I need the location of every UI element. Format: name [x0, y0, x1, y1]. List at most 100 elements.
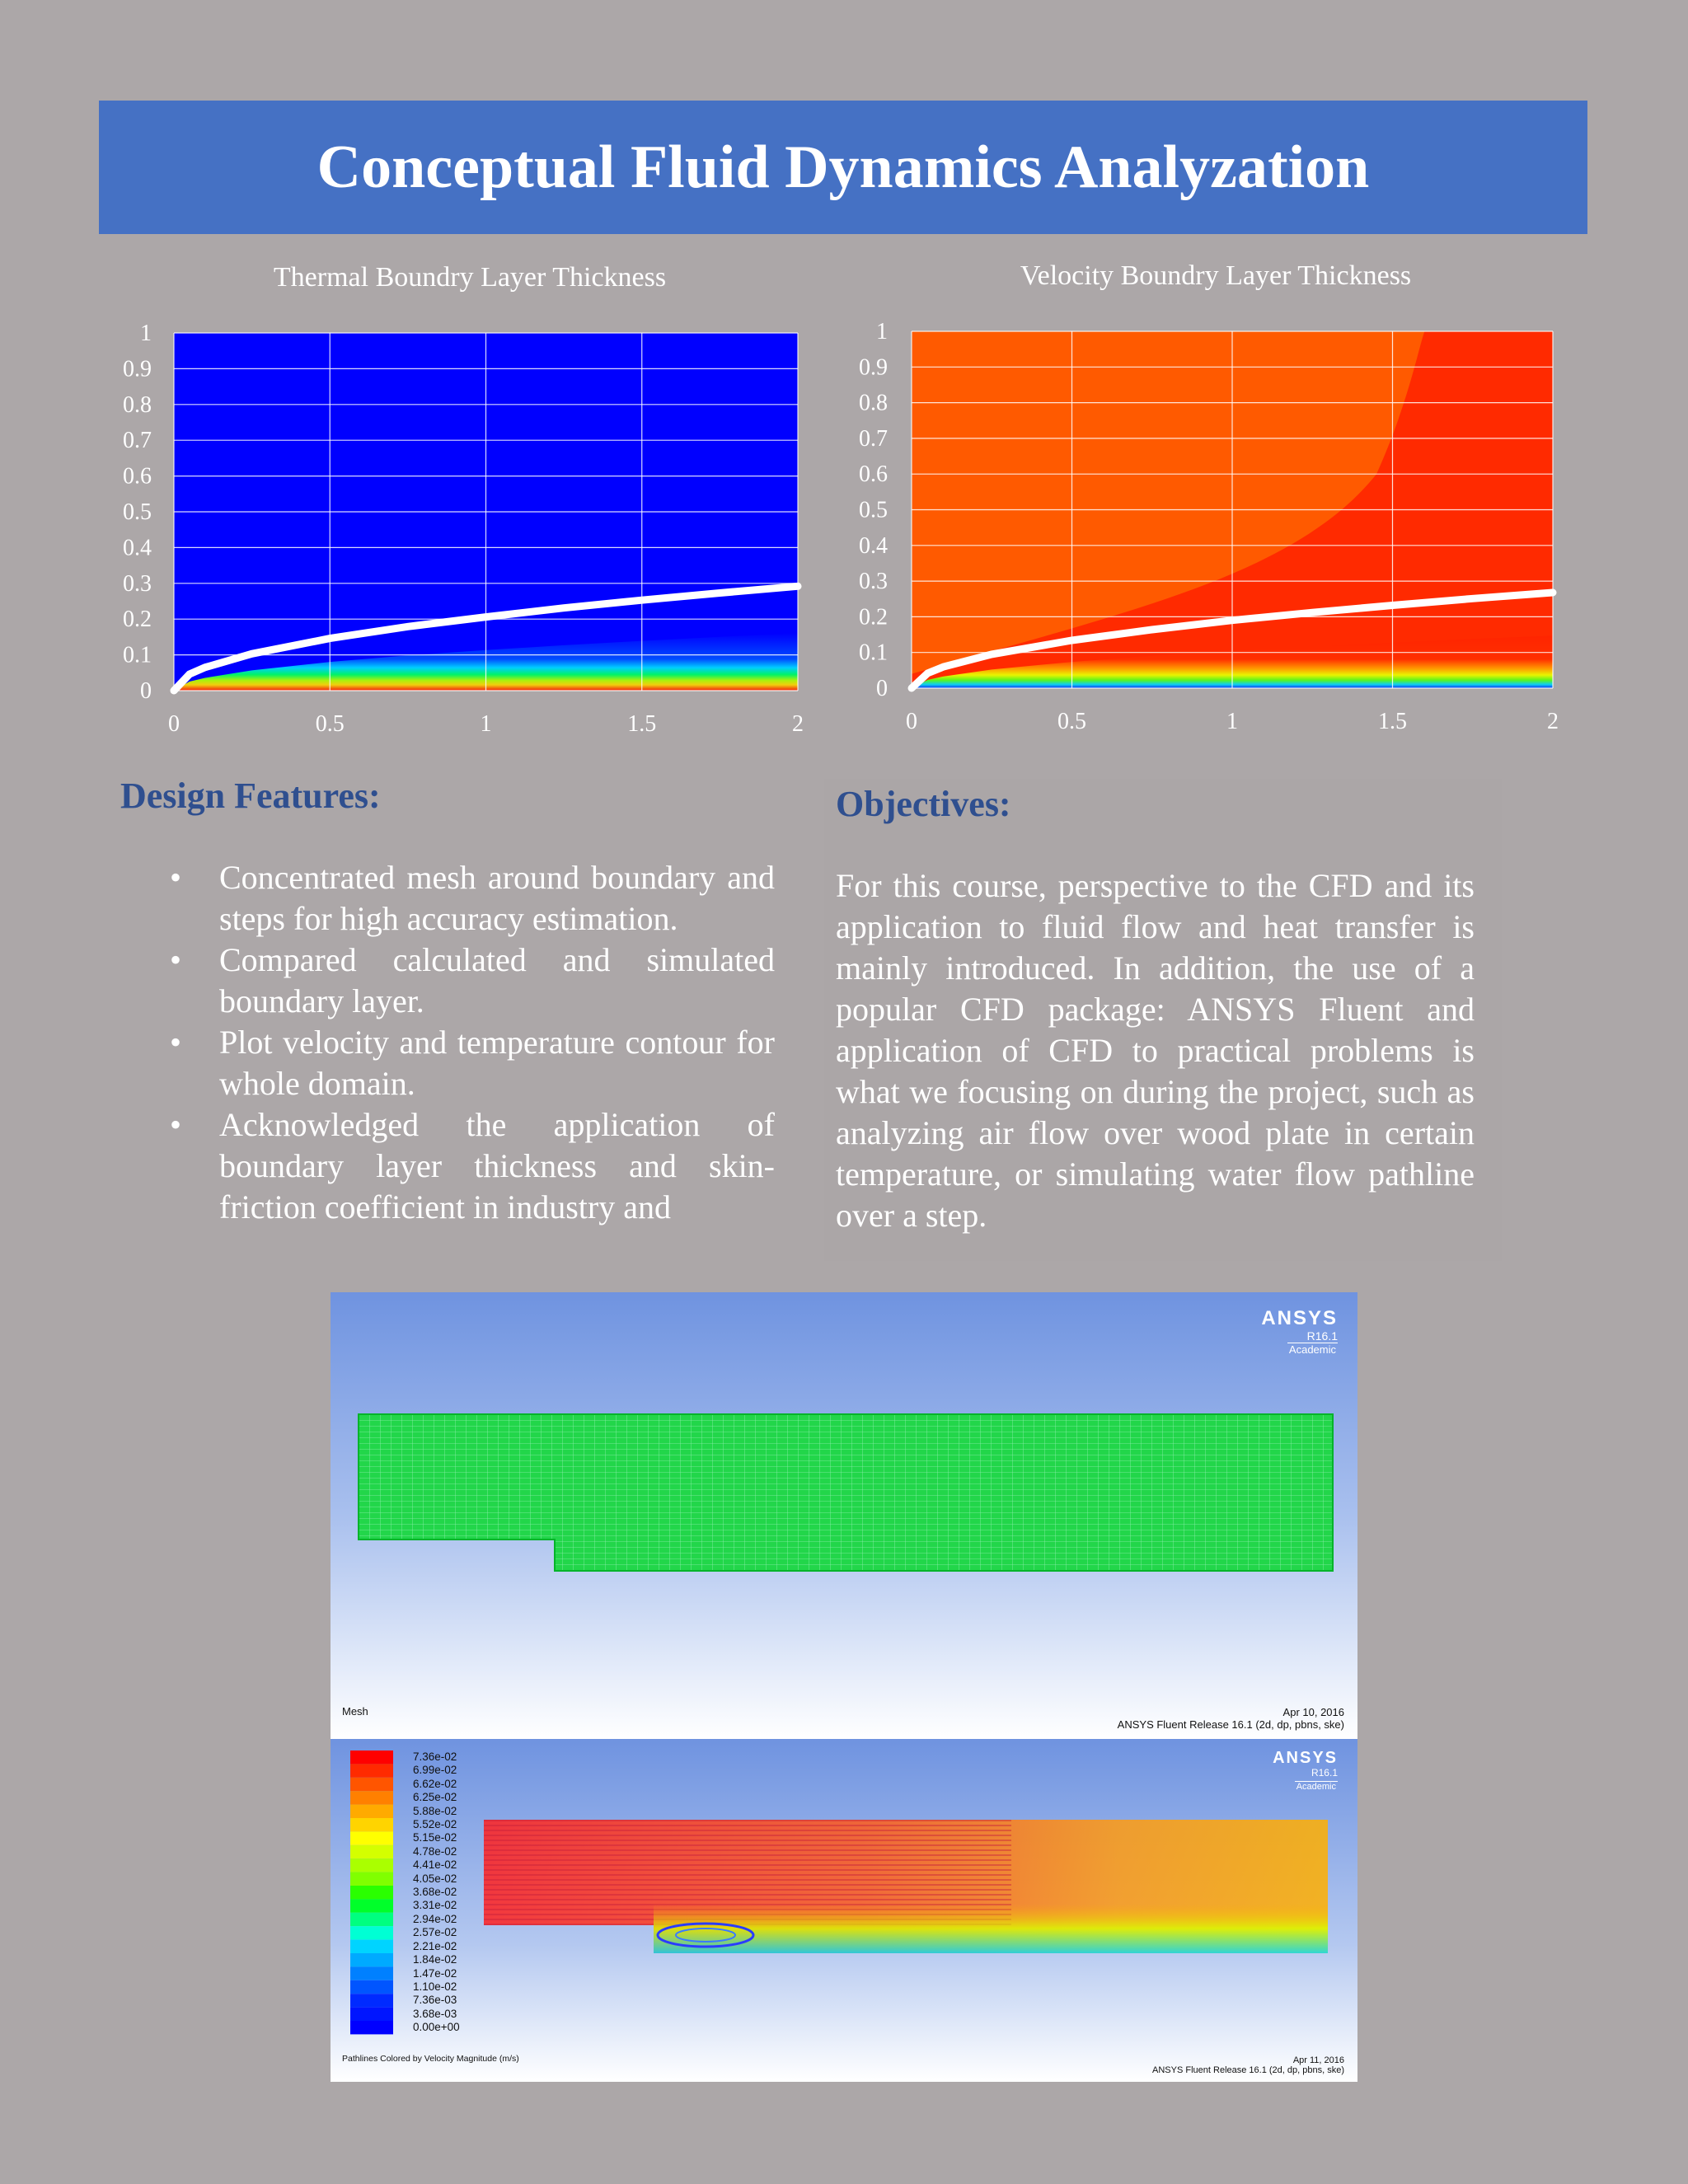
legend-swatch [350, 1791, 393, 1805]
y-tick-label: 1 [140, 321, 152, 346]
y-tick-label: 0.2 [123, 607, 152, 632]
x-tick-label: 0 [168, 711, 180, 737]
legend-value: 4.05e-02 [413, 1872, 457, 1885]
y-tick-label: 0.9 [859, 354, 888, 380]
mesh-grid-diagram [358, 1413, 1334, 1572]
bullet-icon: • [170, 859, 182, 896]
bullet-icon: • [170, 1024, 182, 1061]
x-axis-ticks: 0 0.5 1 1.5 2 [906, 709, 1559, 734]
bullet-icon: • [170, 1106, 182, 1143]
y-tick-label: 0.8 [123, 392, 152, 418]
x-tick-label: 1.5 [1378, 709, 1407, 734]
y-tick-label: 0.7 [859, 426, 888, 452]
velocity-thickness-curve [907, 588, 1557, 692]
thermal-chart-title: Thermal Boundry Layer Thickness [273, 262, 667, 293]
legend-value: 3.68e-03 [413, 2007, 457, 2020]
bottom-boundary-layer [654, 1904, 1328, 1953]
y-axis-ticks: 0 0.1 0.2 0.3 0.4 0.5 0.6 0.7 0.8 0.9 1 [123, 321, 152, 704]
y-tick-label: 0.9 [123, 356, 152, 382]
x-tick-label: 1.5 [627, 711, 656, 737]
legend-value: 1.47e-02 [413, 1966, 457, 1980]
figure-label: Pathlines Colored by Velocity Magnitude … [342, 2054, 519, 2064]
y-tick-label: 1 [876, 319, 888, 344]
list-item: • Acknowledged the application of boundar… [170, 1106, 775, 1226]
design-features-list: • Concentrated mesh around boundary and s… [162, 857, 775, 1228]
legend-swatch [350, 1966, 393, 1980]
pathlines-figure: ANSYS R16.1 Academic 7.36e-02 6.99e-02 6… [331, 1739, 1357, 2082]
legend-value: 5.88e-02 [413, 1804, 457, 1817]
legend-value: 7.36e-03 [413, 1994, 457, 2007]
figure-date: Apr 10, 2016 ANSYS Fluent Release 16.1 (… [1117, 1706, 1344, 1731]
legend-swatch [350, 1912, 393, 1927]
thermal-thickness-curve [170, 582, 802, 695]
x-tick-label: 0.5 [316, 711, 345, 737]
legend-swatch [350, 1804, 393, 1818]
legend-value: 2.94e-02 [413, 1912, 457, 1925]
y-tick-label: 0 [876, 676, 888, 701]
x-tick-label: 2 [1547, 709, 1559, 734]
legend-swatch [350, 2021, 393, 2035]
y-tick-label: 0.6 [123, 464, 152, 490]
legend-value: 3.31e-02 [413, 1899, 457, 1912]
legend-value: 2.21e-02 [413, 1939, 457, 1952]
plot-grid [173, 332, 799, 691]
y-tick-label: 0.5 [123, 499, 152, 525]
legend-swatch [350, 1872, 393, 1886]
legend-swatch [350, 1844, 393, 1859]
page-title: Conceptual Fluid Dynamics Analyzation [316, 133, 1370, 201]
plot-grid [911, 330, 1554, 689]
legend-value: 6.62e-02 [413, 1777, 457, 1790]
recirculation-vortex [656, 1922, 755, 1948]
legend-value: 1.10e-02 [413, 1980, 457, 1993]
legend-value: 6.25e-02 [413, 1791, 457, 1804]
y-tick-label: 0.5 [859, 498, 888, 523]
bullet-icon: • [170, 941, 182, 978]
legend-swatch [350, 1899, 393, 1913]
pathlines-diagram [484, 1820, 1328, 1953]
x-tick-label: 1 [1226, 709, 1238, 734]
recirculation-vortex [675, 1928, 736, 1943]
velocity-color-legend [350, 1750, 393, 2035]
y-tick-label: 0.4 [123, 535, 152, 560]
figure-label: Mesh [342, 1705, 368, 1718]
legend-swatch [350, 1777, 393, 1792]
mesh-domain [358, 1413, 1334, 1572]
y-tick-label: 0.7 [123, 428, 152, 453]
ansys-logo: ANSYS R16.1 Academic [1261, 1307, 1338, 1357]
y-tick-label: 0.1 [859, 640, 888, 666]
list-item: • Compared calculated and simulated bound… [170, 941, 775, 1019]
legend-value: 4.78e-02 [413, 1844, 457, 1858]
legend-swatch [350, 1858, 393, 1872]
ansys-logo: ANSYS R16.1 Academic [1273, 1749, 1338, 1793]
legend-swatch [350, 1831, 393, 1845]
x-tick-label: 0 [906, 709, 917, 734]
legend-swatch [350, 1953, 393, 1967]
objectives-heading: Objectives: [836, 784, 1011, 824]
legend-swatch [350, 2007, 393, 2021]
legend-value: 0.00e+00 [413, 2021, 460, 2034]
y-tick-label: 0.8 [859, 391, 888, 416]
legend-value: 6.99e-02 [413, 1764, 457, 1777]
legend-swatch [350, 1764, 393, 1778]
legend-value: 5.15e-02 [413, 1831, 457, 1844]
design-features-heading: Design Features: [120, 776, 381, 816]
x-tick-label: 2 [792, 711, 804, 737]
y-tick-label: 0.4 [859, 533, 888, 559]
legend-value: 7.36e-02 [413, 1750, 457, 1763]
list-item: • Concentrated mesh around boundary and s… [170, 859, 775, 937]
velocity-chart-title: Velocity Boundry Layer Thickness [1020, 260, 1412, 291]
legend-value: 4.41e-02 [413, 1858, 457, 1872]
title-banner: Conceptual Fluid Dynamics Analyzation [99, 101, 1587, 234]
legend-value: 1.84e-02 [413, 1953, 457, 1966]
x-tick-label: 0.5 [1057, 709, 1086, 734]
x-tick-label: 1 [481, 711, 492, 737]
legend-swatch [350, 1886, 393, 1900]
legend-value: 5.52e-02 [413, 1818, 457, 1831]
legend-value: 2.57e-02 [413, 1926, 457, 1939]
y-tick-label: 0.3 [859, 569, 888, 594]
objectives-panel [824, 779, 1502, 1261]
objectives-text: For this course, perspective to the CFD … [836, 867, 1475, 1234]
legend-swatch [350, 1818, 393, 1832]
thermal-chart: 0 0.1 0.2 0.3 0.4 0.5 0.6 0.7 0.8 0.9 1 0 0.5 1 1.5 2 [123, 321, 804, 737]
y-tick-label: 0.6 [859, 462, 888, 487]
